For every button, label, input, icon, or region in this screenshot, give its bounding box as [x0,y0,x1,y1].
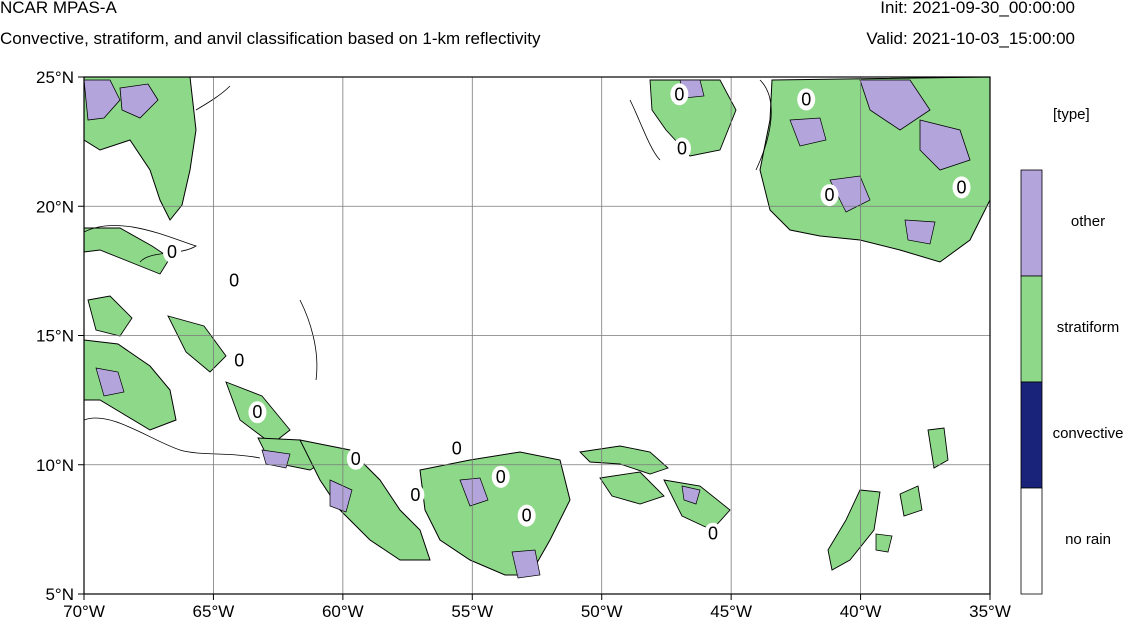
x-tick-label: 55°W [451,602,493,621]
x-tick-label: 40°W [840,602,882,621]
init-time: Init: 2021-09-30_00:00:00 [880,0,1075,17]
x-axis: 70°W 65°W 60°W 55°W 50°W 45°W 40°W 35°W [63,594,1011,621]
contour-label-bg [491,465,510,488]
legend-title: [type] [1053,106,1090,123]
contour-label: 0 [351,449,361,469]
contour-label: 0 [522,506,532,526]
contour-label-bg [225,269,244,292]
x-tick-label: 50°W [581,602,623,621]
legend-label-no-rain: no rain [1065,531,1111,548]
legend-label-stratiform: stratiform [1056,319,1120,336]
contour-label-bg [820,184,839,207]
x-tick-label: 35°W [969,602,1011,621]
contour-label-bg [672,137,691,160]
contour-label: 0 [825,185,835,205]
gridlines [84,77,990,594]
legend-label-convective: convective [1052,425,1124,442]
contour-label-bg [952,176,971,199]
contour-label-bg [797,88,816,111]
contour-label: 0 [167,242,177,262]
caribbean-clusters [84,77,331,471]
contour-label-bg [517,504,536,527]
contour-label: 0 [229,270,239,290]
y-tick-label: 20°N [36,197,74,216]
valid-time: Valid: 2021-10-03_15:00:00 [866,29,1075,48]
contour-label-bg [163,240,182,263]
contour-label: 0 [708,524,718,544]
y-tick-label: 5°N [45,585,74,604]
y-tick-label: 25°N [36,68,74,87]
x-tick-label: 65°W [193,602,235,621]
x-tick-label: 60°W [322,602,364,621]
x-tick-label: 45°W [710,602,752,621]
contour-label: 0 [957,177,967,197]
legend-label-other: other [1070,213,1106,230]
southeast-clusters [827,427,949,571]
y-tick-label: 10°N [36,456,74,475]
y-axis: 25°N 20°N 15°N 10°N 5°N [36,68,84,604]
contour-label-bg [230,349,249,372]
northeast-clusters [649,77,990,263]
contour-label: 0 [496,467,506,487]
map-subtitle: Convective, stratiform, and anvil classi… [0,29,541,48]
contour-label: 0 [677,139,687,159]
contour-label-bg [406,483,425,506]
central-band-clusters [299,439,731,579]
contour-label: 0 [674,84,684,104]
contour-label-bg [248,401,267,424]
contour-label: 0 [452,438,462,458]
contour-label-bg [346,447,365,470]
contour-label: 0 [801,89,811,109]
x-tick-label: 70°W [63,602,105,621]
map-title: NCAR MPAS-A [0,0,117,17]
contour-label-bg [704,522,723,545]
zero-contours [84,79,772,459]
contour-label: 0 [234,351,244,371]
contour-label-bg [670,83,689,106]
contour-label: 0 [410,485,420,505]
contour-label: 0 [252,402,262,422]
contour-label-bg [447,437,466,460]
y-tick-label: 15°N [36,327,74,346]
